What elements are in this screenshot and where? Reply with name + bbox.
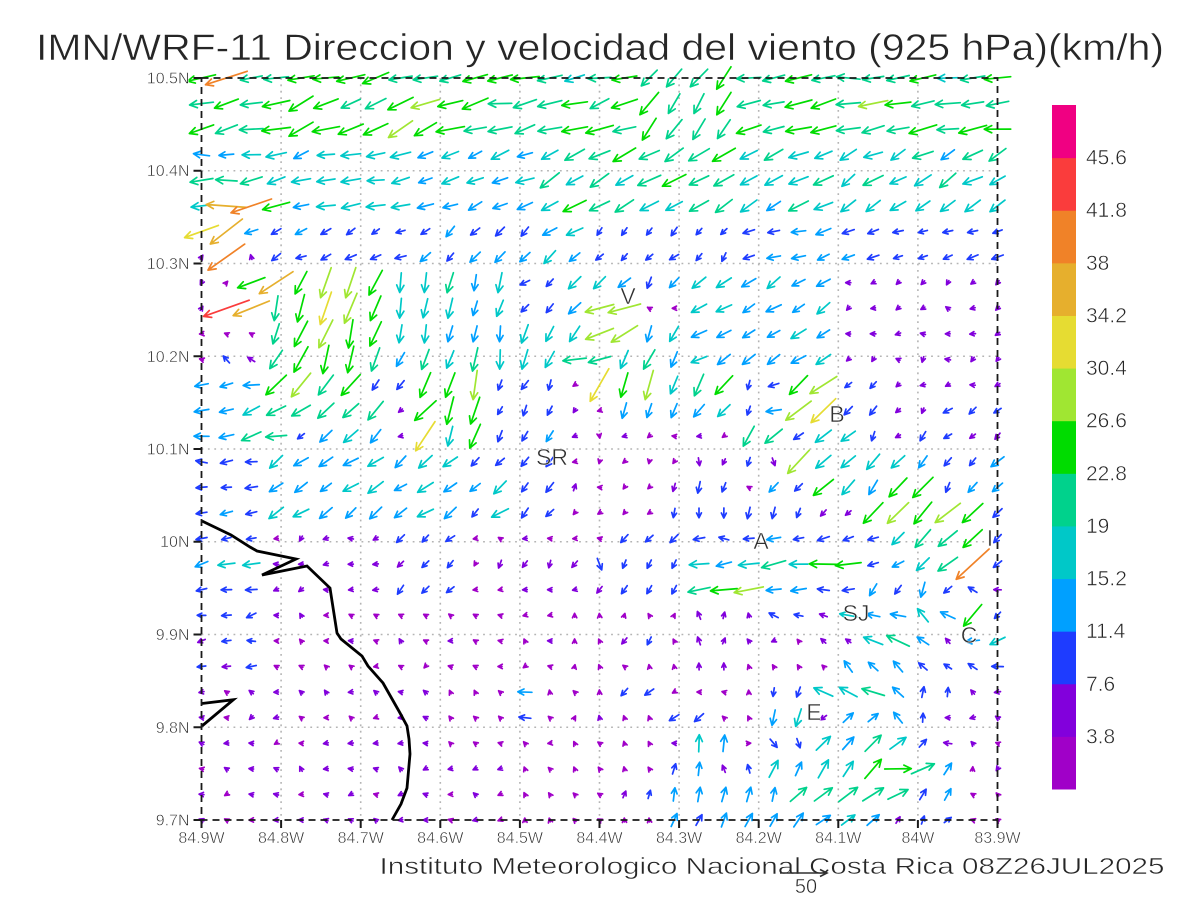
svg-text:83.9W: 83.9W [974,830,1021,847]
svg-text:26.6: 26.6 [1086,410,1127,433]
svg-text:A: A [753,528,769,554]
svg-text:SR: SR [536,444,568,470]
svg-text:10.2N: 10.2N [147,349,190,366]
svg-text:19: 19 [1086,515,1109,538]
svg-text:11.4: 11.4 [1086,620,1126,643]
svg-text:10N: 10N [160,534,189,551]
svg-text:15.2: 15.2 [1086,568,1127,591]
svg-text:45.6: 45.6 [1086,147,1127,170]
svg-text:30.4: 30.4 [1086,357,1127,380]
svg-text:10.5N: 10.5N [147,71,190,88]
svg-text:B: B [829,401,844,427]
svg-text:C: C [961,622,978,648]
svg-text:41.8: 41.8 [1086,199,1127,222]
svg-text:9.7N: 9.7N [156,813,190,830]
svg-text:84.6W: 84.6W [417,830,464,847]
svg-text:SJ: SJ [843,600,870,626]
svg-text:84.9W: 84.9W [178,830,225,847]
svg-text:84.7W: 84.7W [338,830,385,847]
svg-text:84.3W: 84.3W [656,830,703,847]
svg-text:84.5W: 84.5W [497,830,544,847]
svg-text:84W: 84W [901,830,935,847]
svg-text:84.2W: 84.2W [736,830,783,847]
svg-text:84.8W: 84.8W [258,830,305,847]
svg-text:10.1N: 10.1N [147,442,190,459]
svg-text:IMN/WRF-11 Direccion y velocid: IMN/WRF-11 Direccion y velocidad del vie… [36,27,1164,68]
svg-text:84.1W: 84.1W [815,830,862,847]
svg-text:9.8N: 9.8N [156,720,190,737]
svg-text:9.9N: 9.9N [156,627,190,644]
svg-text:7.6: 7.6 [1086,673,1115,696]
svg-text:84.4W: 84.4W [576,830,623,847]
svg-text:3.8: 3.8 [1086,725,1115,748]
svg-text:10.3N: 10.3N [147,256,190,273]
svg-text:38: 38 [1086,252,1109,275]
svg-text:I: I [987,525,993,551]
svg-text:22.8: 22.8 [1086,462,1127,485]
svg-text:V: V [620,283,636,309]
svg-text:E: E [806,699,821,725]
svg-text:50: 50 [795,876,817,898]
svg-text:Instituto Meteorologico Nacion: Instituto Meteorologico Nacional Costa R… [380,853,1165,879]
svg-text:10.4N: 10.4N [147,163,190,180]
svg-text:34.2: 34.2 [1086,305,1127,328]
